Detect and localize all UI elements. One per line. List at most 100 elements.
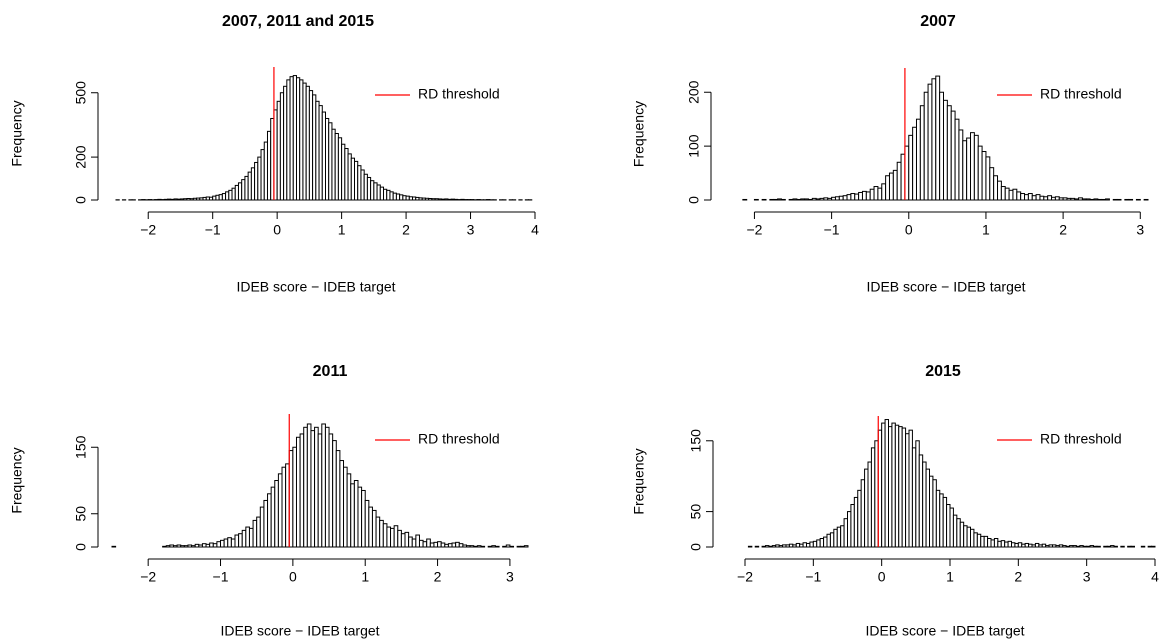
x-tick-label: 0 bbox=[289, 569, 297, 585]
histogram-bar bbox=[1062, 197, 1068, 201]
histogram-bar bbox=[861, 190, 867, 201]
histogram-bar bbox=[357, 486, 363, 548]
histogram-bar bbox=[1017, 542, 1023, 548]
histogram-bar bbox=[1045, 545, 1050, 548]
x-tick-label: −1 bbox=[805, 569, 821, 585]
histogram-bar bbox=[927, 83, 933, 201]
histogram-bar bbox=[1151, 545, 1156, 548]
histogram-bar bbox=[111, 545, 117, 548]
histogram-bar bbox=[1052, 544, 1057, 548]
histogram-bar bbox=[782, 544, 787, 548]
panel-title: 2007 bbox=[920, 13, 956, 30]
histogram-bar bbox=[843, 518, 848, 548]
histogram-bar bbox=[963, 525, 968, 548]
histogram-bar bbox=[295, 436, 301, 548]
histogram-bar bbox=[954, 118, 960, 201]
histogram-bar bbox=[860, 479, 866, 548]
x-tick-label: −1 bbox=[205, 222, 221, 238]
histogram-bar bbox=[1135, 198, 1141, 201]
x-tick-label: 2 bbox=[1014, 569, 1022, 585]
histogram-bar bbox=[956, 518, 961, 548]
histogram-bar bbox=[823, 536, 828, 548]
histogram-bar bbox=[939, 91, 944, 201]
histogram-bar bbox=[386, 526, 392, 548]
histogram-bar bbox=[932, 479, 937, 548]
histogram-bar bbox=[908, 429, 913, 548]
x-tick-label: 3 bbox=[506, 569, 514, 585]
histogram-bar bbox=[281, 466, 287, 548]
histogram-bar bbox=[765, 545, 770, 548]
histogram-bar bbox=[1128, 198, 1134, 201]
histogram-bar bbox=[901, 427, 907, 548]
histogram-bar bbox=[169, 544, 174, 548]
x-axis-label: IDEB score − IDEB target bbox=[236, 279, 395, 295]
histogram-bar bbox=[346, 473, 352, 548]
histogram-bar bbox=[847, 511, 852, 548]
histogram-bar bbox=[198, 544, 203, 548]
histogram-bar bbox=[949, 507, 954, 548]
histogram-bar bbox=[1112, 198, 1118, 201]
histogram-bar bbox=[172, 545, 178, 548]
histogram-bar bbox=[234, 534, 240, 548]
histogram-bar bbox=[939, 493, 944, 548]
histogram-bar bbox=[1012, 188, 1018, 201]
histogram-bar bbox=[973, 532, 978, 548]
histogram-bar bbox=[1075, 545, 1081, 548]
histogram-bar bbox=[997, 540, 1002, 548]
histogram-bar bbox=[881, 422, 886, 548]
histogram-bar bbox=[873, 186, 879, 201]
histogram-bar bbox=[831, 196, 836, 201]
histogram-bar bbox=[245, 526, 250, 548]
histogram-bar bbox=[777, 198, 782, 201]
histogram-bar bbox=[881, 183, 887, 201]
histogram-bar bbox=[277, 473, 283, 548]
histogram-bar bbox=[985, 156, 991, 201]
histogram-bar bbox=[1028, 543, 1033, 548]
histogram-bar bbox=[328, 433, 334, 548]
histogram-bar bbox=[970, 132, 975, 201]
histogram-bar bbox=[1069, 545, 1074, 548]
histogram-bar bbox=[433, 541, 439, 548]
histogram-bar bbox=[476, 545, 482, 548]
histogram-bar bbox=[162, 545, 167, 548]
histogram-bar bbox=[788, 198, 794, 201]
histogram-bar bbox=[867, 461, 872, 548]
x-tick-label: −2 bbox=[140, 569, 156, 585]
histogram-bar bbox=[857, 489, 862, 548]
histogram-bar bbox=[773, 198, 779, 201]
histogram-bar bbox=[371, 509, 377, 548]
histogram-bar bbox=[1004, 187, 1010, 201]
histogram-bar bbox=[1051, 196, 1056, 201]
histogram-bar bbox=[455, 541, 460, 548]
histogram-bar bbox=[819, 538, 825, 548]
histogram-bar bbox=[1021, 543, 1026, 548]
histogram-bar bbox=[429, 542, 435, 548]
histogram-bar bbox=[816, 539, 821, 548]
histogram-bar bbox=[335, 450, 341, 548]
histogram-bar bbox=[165, 545, 171, 548]
x-tick-label: −2 bbox=[746, 222, 762, 238]
panel: 2015 IDEB score − IDEB target Frequency −2 −… bbox=[631, 363, 1159, 638]
histogram-bar bbox=[800, 198, 806, 201]
histogram-bar bbox=[1143, 198, 1149, 201]
histogram-bar bbox=[361, 489, 366, 548]
y-axis-label: Frequency bbox=[9, 447, 25, 513]
histogram-bar bbox=[440, 542, 446, 548]
histogram-bar bbox=[1124, 198, 1130, 201]
histogram-bar bbox=[1101, 198, 1107, 201]
histogram-bar bbox=[408, 536, 413, 548]
histogram-bar bbox=[1116, 198, 1122, 201]
y-tick-label: 100 bbox=[686, 134, 702, 158]
y-axis-label: Frequency bbox=[631, 101, 647, 167]
histogram-bar bbox=[375, 516, 381, 548]
histogram-bar bbox=[792, 198, 798, 201]
histogram-bar bbox=[888, 172, 894, 201]
histogram-bar bbox=[274, 480, 279, 548]
histogram-bar bbox=[400, 533, 406, 548]
histogram-bar bbox=[1016, 191, 1022, 201]
histogram-bar bbox=[989, 167, 995, 201]
histogram-bar bbox=[1103, 545, 1108, 548]
y-tick-label: 500 bbox=[73, 81, 89, 105]
x-tick-label: 2 bbox=[1059, 222, 1067, 238]
histogram-bar bbox=[1106, 545, 1112, 548]
